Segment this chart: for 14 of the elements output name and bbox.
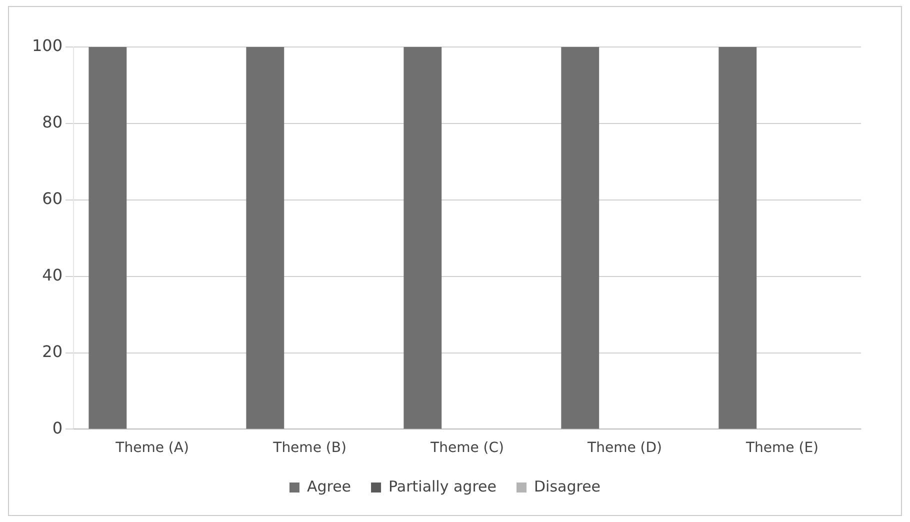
x-tick-label: Theme (D) (586, 440, 662, 456)
y-tick-label: 40 (42, 265, 63, 284)
y-tick-label: 0 (52, 418, 63, 438)
y-tick-label: 20 (42, 342, 63, 361)
x-tick-label: Theme (A) (114, 440, 189, 456)
y-tick-label: 80 (42, 112, 63, 132)
y-tick-label: 60 (42, 189, 63, 208)
legend-label: Partially agree (388, 477, 497, 496)
y-tick-label: 100 (32, 36, 63, 56)
x-tick-label: Theme (E) (744, 440, 819, 456)
legend-label: Agree (306, 477, 352, 496)
x-tick-label: Theme (B) (272, 440, 346, 456)
x-tick-label: Theme (C) (430, 440, 504, 456)
legend-label: Disagree (534, 477, 601, 496)
